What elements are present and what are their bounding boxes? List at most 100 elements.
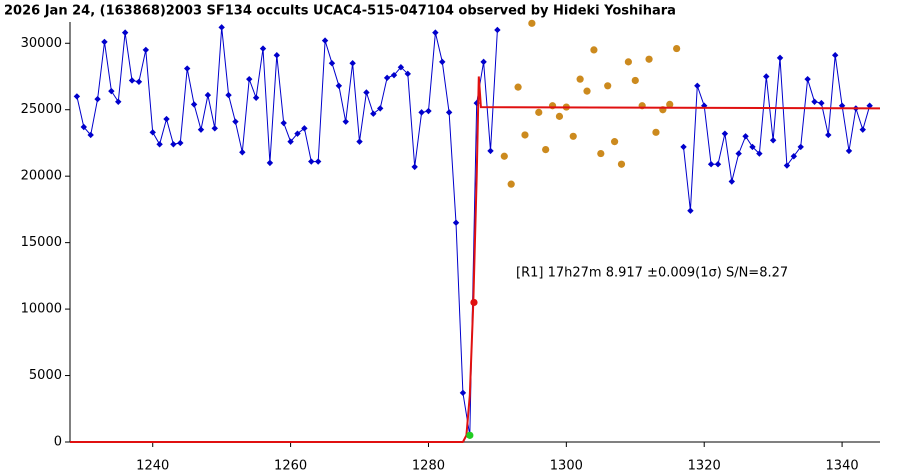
data-point: [142, 46, 150, 54]
data-point: [610, 138, 619, 146]
data-point: [514, 83, 522, 91]
data-point: [583, 87, 591, 95]
data-point: [294, 130, 301, 137]
data-point: [287, 138, 294, 145]
data-point: [246, 75, 253, 83]
data-point: [694, 82, 701, 89]
data-point: [555, 112, 564, 120]
data-point: [328, 60, 336, 67]
data-point: [115, 98, 122, 105]
data-point: [314, 158, 322, 165]
y-tick-label: 25000: [21, 102, 62, 117]
y-tick-label: 30000: [21, 36, 62, 51]
data-point: [321, 37, 329, 44]
data-point: [356, 138, 363, 145]
data-point: [135, 78, 143, 86]
data-point: [183, 65, 191, 72]
data-point: [390, 71, 398, 79]
data-point: [521, 131, 529, 139]
data-point: [211, 125, 218, 132]
data-point: [742, 133, 749, 140]
data-point: [714, 161, 722, 168]
data-point: [342, 118, 349, 125]
data-point: [507, 180, 515, 188]
data-point: [101, 38, 108, 46]
data-point: [301, 125, 308, 132]
data-point: [170, 141, 177, 148]
data-point: [487, 147, 494, 155]
x-tick-label: 1320: [688, 459, 721, 472]
data-point: [335, 82, 343, 89]
data-point: [383, 74, 391, 82]
data-point: [73, 93, 81, 100]
data-point: [225, 91, 232, 99]
data-point: [721, 130, 729, 137]
data-point: [197, 126, 205, 133]
data-point: [94, 95, 101, 103]
data-point: [728, 178, 735, 185]
data-point: [776, 54, 784, 62]
data-point: [404, 70, 411, 78]
data-point: [494, 26, 501, 34]
data-point: [397, 63, 405, 71]
data-point: [177, 139, 184, 147]
data-point: [845, 147, 853, 155]
y-tick-label: 10000: [21, 302, 62, 317]
data-point: [756, 150, 763, 157]
data-point: [666, 100, 674, 109]
data-point: [783, 162, 791, 169]
data-point: [687, 207, 694, 214]
data-point: [432, 29, 439, 36]
data-point: [156, 141, 163, 148]
data-point: [645, 55, 653, 63]
data-point: [370, 110, 377, 117]
data-point: [631, 76, 639, 85]
data-point: [604, 82, 612, 90]
data-point: [439, 58, 446, 66]
data-point: [149, 129, 156, 136]
data-point: [466, 431, 474, 439]
data-point: [617, 160, 626, 168]
data-point: [735, 150, 742, 157]
y-tick-label: 0: [54, 435, 62, 450]
data-point: [190, 101, 198, 108]
data-point: [480, 58, 487, 66]
data-point: [749, 143, 756, 151]
data-point: [790, 153, 798, 160]
data-point: [811, 98, 818, 105]
data-point: [232, 118, 239, 125]
data-point: [218, 24, 225, 31]
data-point: [418, 109, 425, 116]
data-point: [128, 77, 136, 84]
data-point: [452, 219, 460, 226]
data-point: [273, 52, 281, 59]
data-point: [80, 123, 87, 131]
data-point: [818, 99, 825, 107]
data-point: [349, 60, 356, 67]
data-point: [763, 73, 770, 80]
x-tick-label: 1300: [550, 459, 583, 472]
data-point: [459, 389, 467, 397]
series-line: [70, 76, 881, 443]
data-point: [680, 143, 687, 151]
data-point: [804, 75, 811, 83]
data-point: [542, 145, 550, 154]
data-point: [535, 108, 543, 116]
data-point: [121, 29, 129, 36]
data-point: [280, 119, 287, 127]
data-point: [825, 131, 832, 139]
data-point: [377, 105, 384, 112]
data-point: [866, 102, 873, 109]
data-point: [239, 149, 246, 156]
data-point: [597, 149, 605, 158]
data-point: [252, 94, 260, 101]
x-tick-label: 1260: [274, 459, 307, 472]
data-point: [590, 46, 598, 54]
data-point: [569, 132, 577, 140]
series-line: [76, 27, 871, 436]
data-point: [445, 109, 453, 116]
data-point: [308, 158, 315, 165]
y-tick-label: 20000: [21, 169, 62, 184]
data-point: [204, 91, 212, 99]
x-tick-label: 1280: [412, 459, 445, 472]
